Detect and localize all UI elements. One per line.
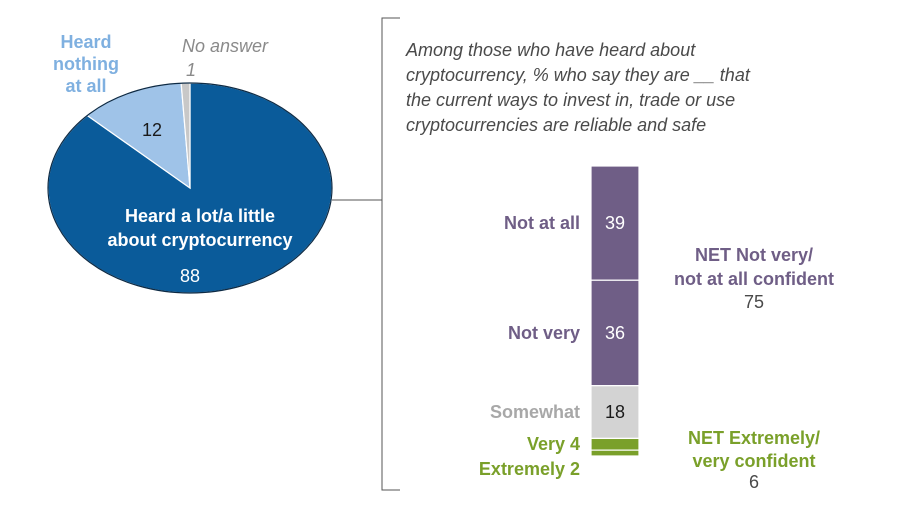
stacked-bar-title-line-2: cryptocurrency, % who say they are __ th…	[406, 65, 751, 85]
net-confident-line-1: NET Extremely/	[688, 428, 820, 448]
pie-value-main: 88	[180, 266, 200, 286]
bar-label-not-very: Not very	[508, 323, 580, 343]
pie-value-no-answer: 1	[186, 60, 196, 80]
bar-segment-very	[590, 437, 640, 451]
pie-outline	[47, 82, 333, 294]
stacked-bar-title-line-4: cryptocurrencies are reliable and safe	[406, 115, 706, 135]
pie-label-no-answer: No answer	[182, 36, 269, 56]
stacked-bar-title-line-1: Among those who have heard about	[405, 40, 696, 60]
pie-label-main-line-1: Heard a lot/a little	[125, 206, 275, 226]
net-confident-line-2: very confident	[692, 451, 815, 471]
bar-label-very: Very 4	[527, 434, 580, 454]
bar-segment-extremely	[590, 449, 640, 457]
pie-label-heard-nothing-line-2: nothing	[53, 54, 119, 74]
pie-label-main-line-2: about cryptocurrency	[107, 230, 292, 250]
bar-label-not-at-all: Not at all	[504, 213, 580, 233]
net-confident-value: 6	[749, 472, 759, 492]
bracket	[381, 17, 400, 491]
net-not-confident-line-2: not at all confident	[674, 269, 834, 289]
bar-label-somewhat: Somewhat	[490, 402, 580, 422]
pie-label-heard-nothing-line-3: at all	[65, 76, 106, 96]
pie-label-heard-nothing-line-1: Heard	[60, 32, 111, 52]
net-not-confident-value: 75	[744, 292, 764, 312]
bar-value-not-at-all: 39	[605, 213, 625, 233]
bar-value-not-very: 36	[605, 323, 625, 343]
bar-value-somewhat: 18	[605, 402, 625, 422]
stacked-bar-title-line-3: the current ways to invest in, trade or …	[406, 90, 735, 110]
bar-segment-not-at-all	[590, 165, 640, 281]
bar-label-extremely: Extremely 2	[479, 459, 580, 479]
pie-value-heard-nothing: 12	[142, 120, 162, 140]
net-not-confident-line-1: NET Not very/	[695, 245, 813, 265]
